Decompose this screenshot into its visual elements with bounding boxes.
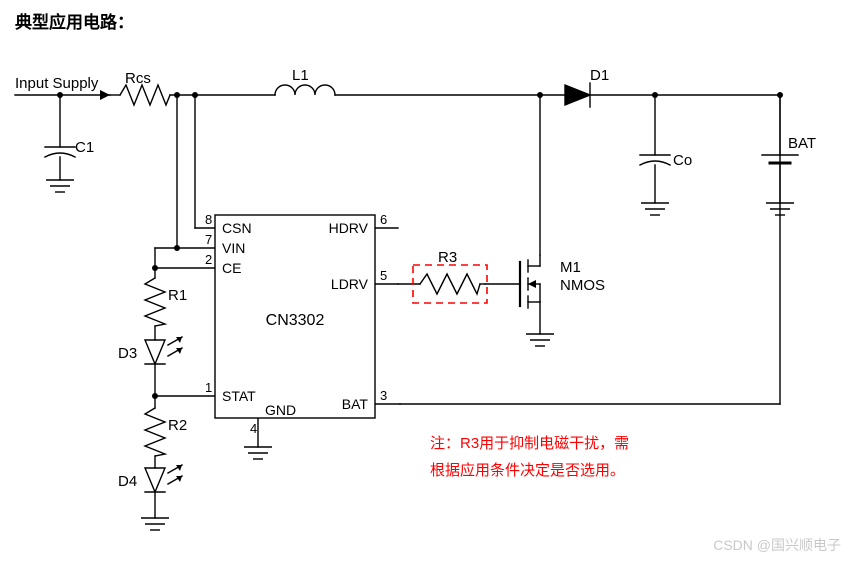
- label-d1: D1: [590, 67, 609, 84]
- pin-num-vin: 7: [205, 232, 212, 247]
- label-c1: C1: [75, 139, 94, 156]
- pin-num-bat: 3: [380, 388, 387, 403]
- pin-label-hdrv: HDRV: [329, 220, 369, 236]
- label-input-supply: Input Supply: [15, 75, 99, 92]
- label-rcs: Rcs: [125, 70, 151, 87]
- pin-label-bat: BAT: [342, 396, 369, 412]
- pin-label-csn: CSN: [222, 220, 252, 236]
- pin-label-ce: CE: [222, 260, 241, 276]
- label-r1: R1: [168, 287, 187, 304]
- pin-label-vin: VIN: [222, 240, 245, 256]
- pin-label-stat: STAT: [222, 388, 256, 404]
- label-bat: BAT: [788, 135, 816, 152]
- note-line-2: 根据应用条件决定是否选用。: [430, 462, 625, 479]
- page-title: 典型应用电路：: [15, 8, 134, 33]
- pin-num-ldrv: 5: [380, 268, 387, 283]
- note-line-1: 注：R3用于抑制电磁干扰，需: [430, 435, 629, 452]
- label-m1: M1: [560, 259, 581, 276]
- pin-num-ce: 2: [205, 252, 212, 267]
- pin-num-hdrv: 6: [380, 212, 387, 227]
- note-text: 注：R3用于抑制电磁干扰，需 根据应用条件决定是否选用。: [430, 430, 629, 484]
- label-r2: R2: [168, 417, 187, 434]
- label-d3: D3: [118, 345, 137, 362]
- watermark: CSDN @国兴顺电子: [713, 535, 841, 555]
- pin-label-gnd: GND: [265, 402, 296, 418]
- pin-num-gnd: 4: [250, 421, 257, 436]
- label-mtype: NMOS: [560, 277, 605, 294]
- chip-name: CN3302: [266, 312, 325, 329]
- label-d4: D4: [118, 473, 137, 490]
- label-r3: R3: [438, 249, 457, 266]
- label-l1: L1: [292, 67, 309, 84]
- label-co: Co: [673, 152, 692, 169]
- circuit-diagram: Input Supply Rcs L1 D1 C1 Co BAT R1 R2 R…: [0, 0, 853, 565]
- pin-num-csn: 8: [205, 212, 212, 227]
- pin-label-ldrv: LDRV: [331, 276, 369, 292]
- pin-num-stat: 1: [205, 380, 212, 395]
- r3-highlight-box: [413, 265, 487, 303]
